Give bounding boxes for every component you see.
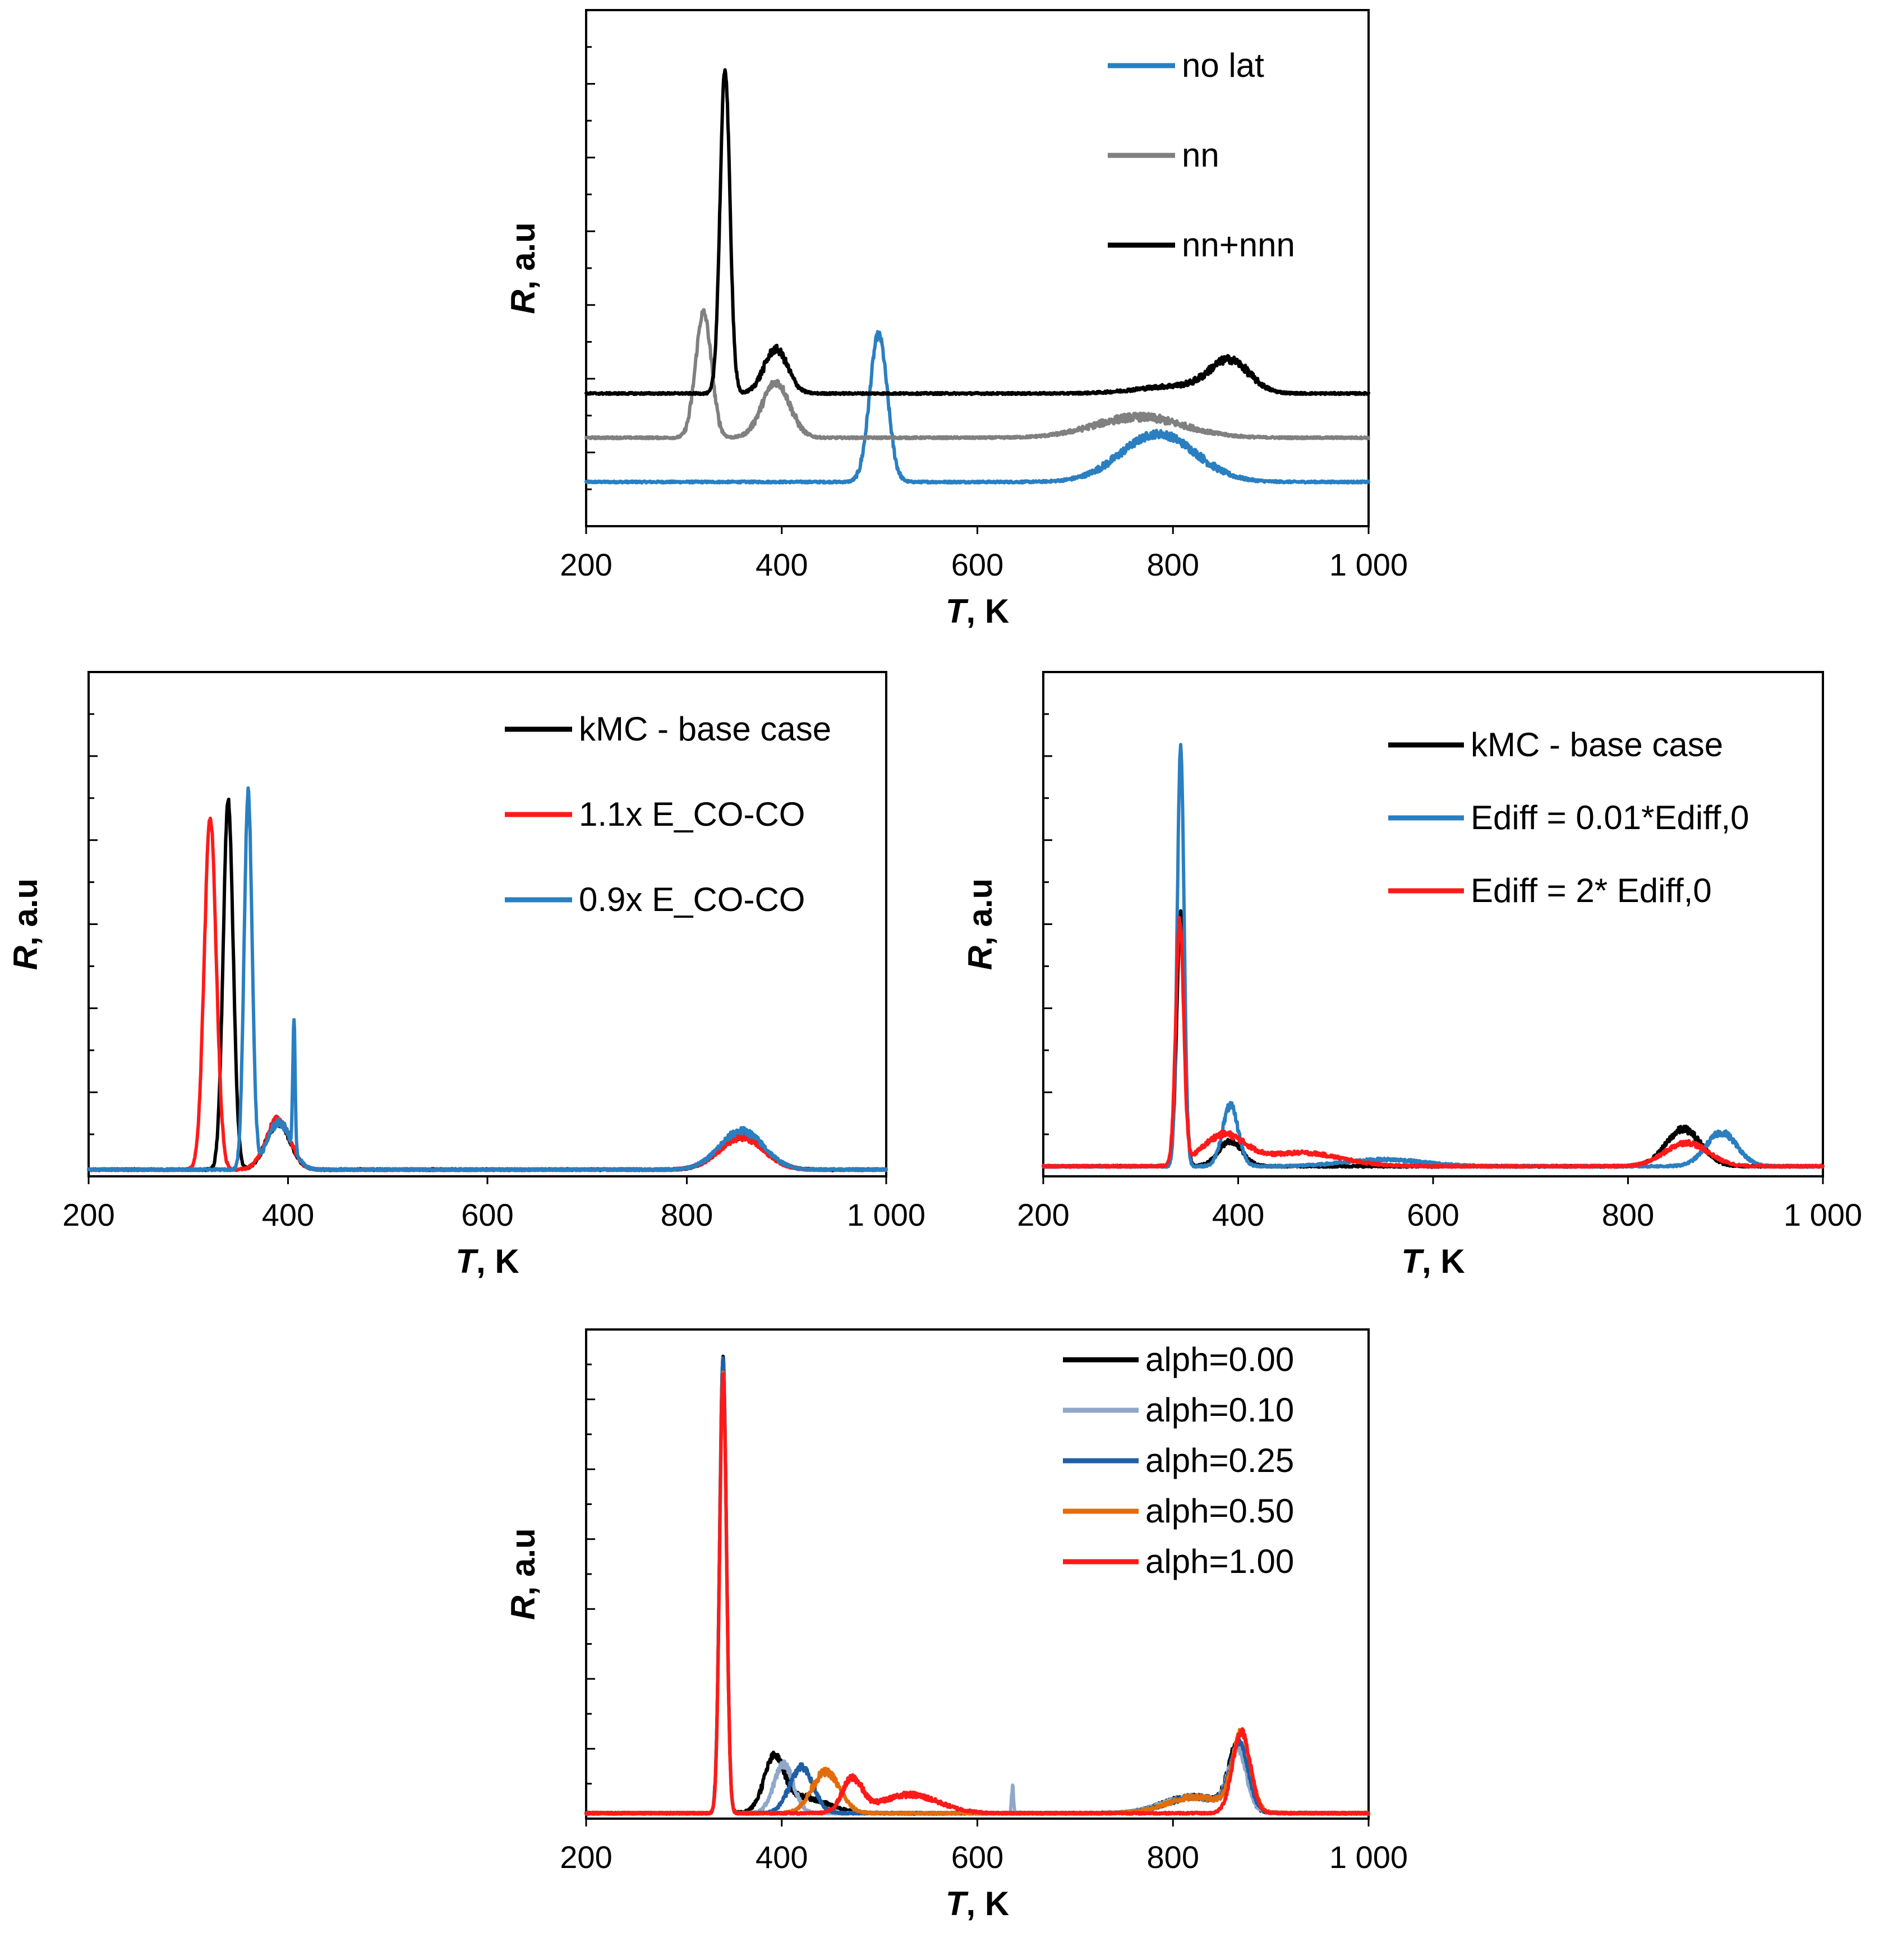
x-tick-label: 200 <box>62 1197 114 1232</box>
x-axis-title-unit: , K <box>966 1885 1009 1922</box>
legend-label: alph=0.10 <box>1145 1391 1294 1429</box>
legend-label: no lat <box>1182 47 1264 84</box>
y-axis-title-unit: , a.u <box>504 1528 542 1595</box>
legend-label: nn+nnn <box>1182 226 1295 264</box>
x-tick-label: 1 000 <box>1329 547 1408 582</box>
legend-label: alph=0.50 <box>1145 1492 1294 1530</box>
x-tick-label: 600 <box>461 1197 513 1232</box>
x-tick-label: 600 <box>951 1839 1003 1875</box>
series-line-1 <box>584 330 1370 485</box>
chart-middle-right: 200 400 600 800 1 000 T, K R, a.u kMC - base ca… <box>961 671 1862 1280</box>
x-axis-title: T, K <box>455 1243 519 1280</box>
x-axis-title-unit: , K <box>966 592 1009 630</box>
series-line-3 <box>1042 915 1825 1169</box>
x-axis-title: T, K <box>1401 1243 1464 1280</box>
legend-label: nn <box>1182 136 1219 174</box>
legend-label: 0.9x E_CO-CO <box>579 881 805 918</box>
series-line-5 <box>584 1372 1370 1816</box>
legend-label: Ediff = 0.01*Ediff,0 <box>1471 799 1749 836</box>
x-tick-label: 200 <box>560 1839 612 1875</box>
x-tick-label: 800 <box>1147 1839 1199 1875</box>
series-line-2 <box>584 308 1370 440</box>
chart-bottom: 200 400 600 800 1 000 T, K R, a.u alph=0.00 alph… <box>504 1328 1408 1922</box>
y-axis-title-symbol: R <box>961 946 999 970</box>
legend-label: Ediff = 2* Ediff,0 <box>1471 872 1712 909</box>
y-axis-title-symbol: R <box>504 289 542 314</box>
y-axis-title: R, a.u <box>504 222 542 314</box>
chart-top: 200 400 600 800 1 000 T, K R, a.u no lat nn nn+nn… <box>504 9 1408 630</box>
x-tick-label: 800 <box>1602 1197 1654 1232</box>
legend-label: alph=0.25 <box>1145 1442 1294 1479</box>
x-tick-label: 400 <box>262 1197 314 1232</box>
legend-label: kMC - base case <box>579 710 831 748</box>
x-tick-label: 400 <box>1212 1197 1264 1232</box>
x-tick-label: 600 <box>951 547 1003 582</box>
chart-middle-left: 200 400 600 800 1 000 T, K R, a.u kMC - base ca… <box>7 671 925 1280</box>
x-axis-title-symbol: T <box>946 1885 969 1922</box>
x-tick-label: 1 000 <box>1784 1197 1862 1232</box>
x-axis-title-symbol: T <box>1401 1243 1424 1280</box>
x-axis-title-unit: , K <box>476 1243 519 1280</box>
x-tick-label: 600 <box>1407 1197 1459 1232</box>
x-tick-label: 800 <box>661 1197 713 1232</box>
series-line-3 <box>87 786 888 1172</box>
y-axis-title: R, a.u <box>961 878 999 970</box>
y-axis-title-symbol: R <box>7 946 44 970</box>
x-tick-label: 400 <box>756 1839 808 1875</box>
x-axis-title-symbol: T <box>455 1243 478 1280</box>
x-tick-label: 1 000 <box>847 1197 925 1232</box>
y-axis-title-unit: , a.u <box>504 222 542 289</box>
legend-label: 1.1x E_CO-CO <box>579 795 805 833</box>
x-axis-title: T, K <box>946 592 1009 630</box>
x-tick-label: 200 <box>1017 1197 1069 1232</box>
y-axis-title-symbol: R <box>504 1595 542 1619</box>
y-axis-title: R, a.u <box>504 1528 542 1619</box>
legend-label: alph=0.00 <box>1145 1341 1294 1378</box>
y-axis-title-unit: , a.u <box>961 878 999 946</box>
x-axis-title-symbol: T <box>946 592 969 630</box>
x-axis-title-unit: , K <box>1422 1243 1465 1280</box>
x-tick-label: 1 000 <box>1329 1839 1408 1875</box>
legend-label: alph=1.00 <box>1145 1543 1294 1580</box>
x-tick-label: 200 <box>560 547 612 582</box>
x-axis-title: T, K <box>946 1885 1009 1922</box>
x-tick-label: 800 <box>1147 547 1199 582</box>
y-axis-title-unit: , a.u <box>7 878 44 946</box>
series-line-3 <box>584 68 1370 397</box>
x-tick-label: 400 <box>756 547 808 582</box>
legend-label: kMC - base case <box>1471 726 1723 763</box>
y-axis-title: R, a.u <box>7 878 44 970</box>
